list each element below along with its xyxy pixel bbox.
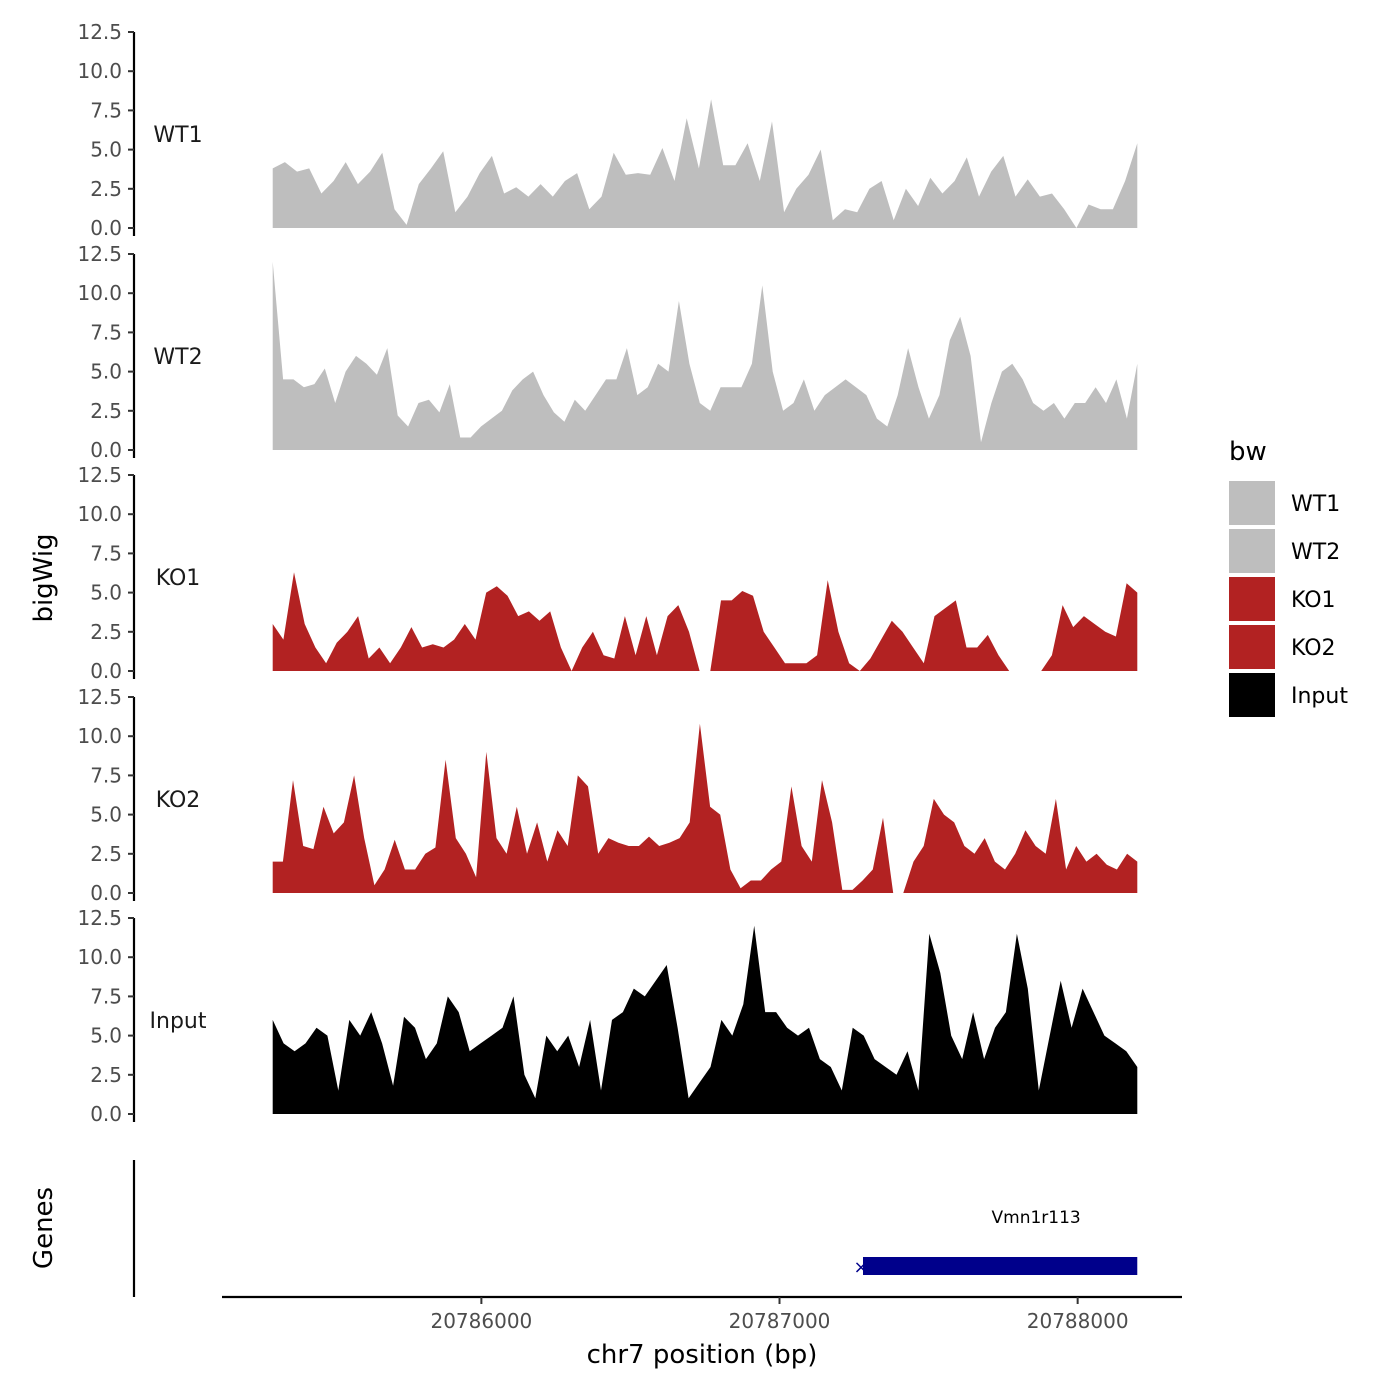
legend-label-wt1: WT1 [1291,492,1340,517]
y-tick-label: 5.0 [90,581,122,605]
y-tick-label: 10.0 [77,59,122,83]
coverage-area-ko2 [272,723,1138,893]
x-axis-title: chr7 position (bp) [587,1340,818,1370]
y-tick-label: 2.5 [90,842,122,866]
gene-strand-marker: × [853,1257,868,1278]
track-label-ko1: KO1 [156,566,201,591]
y-tick-label: 12.5 [77,20,122,44]
y-axis-title: bigWig [29,533,59,622]
y-tick-label: 0.0 [90,659,122,683]
y-tick-label: 12.5 [77,685,122,709]
legend-label-input: Input [1291,684,1348,709]
y-tick-label: 12.5 [77,906,122,930]
coverage-tracks: 0.0 2.5 5.0 7.5 10.0 12.5 WT1 0.0 2.5 5.0 7.5 10.0 1… [77,20,1138,1126]
y-tick-label: 5.0 [90,138,122,162]
y-tick-label: 0.0 [90,438,122,462]
y-tick-label: 0.0 [90,1102,122,1126]
coverage-area-wt2 [272,261,1138,450]
genes-axis-title: Genes [29,1187,59,1269]
track-label-wt1: WT1 [153,123,202,148]
y-tick-label: 12.5 [77,242,122,266]
x-tick-label: 20787000 [729,1309,831,1333]
legend: bw WT1 WT2 KO1 KO2 Input [1229,437,1348,717]
legend-key-wt1 [1229,481,1275,525]
x-axis: 20786000 20787000 20788000 [222,1295,1182,1333]
track-label-ko2: KO2 [156,788,201,813]
coverage-area-ko1 [272,572,1138,671]
y-tick-label: 10.0 [77,502,122,526]
y-tick-label: 2.5 [90,620,122,644]
x-tick-label: 20786000 [430,1309,532,1333]
y-tick-label: 7.5 [90,763,122,787]
track-input: 0.0 2.5 5.0 7.5 10.0 12.5 Input [77,906,1138,1126]
y-tick-label: 5.0 [90,803,122,827]
track-wt2: 0.0 2.5 5.0 7.5 10.0 12.5 WT2 [77,242,1138,462]
x-tick-label: 20788000 [1027,1309,1129,1333]
legend-title: bw [1229,437,1267,467]
track-label-wt2: WT2 [153,345,202,370]
coverage-area-input [272,925,1138,1114]
track-ko1: 0.0 2.5 5.0 7.5 10.0 12.5 KO1 [77,463,1138,683]
y-tick-label: 7.5 [90,98,122,122]
legend-key-ko2 [1229,625,1275,669]
y-tick-label: 10.0 [77,724,122,748]
track-label-input: Input [150,1009,207,1034]
y-tick-label: 7.5 [90,984,122,1008]
track-ko2: 0.0 2.5 5.0 7.5 10.0 12.5 KO2 [77,685,1138,905]
legend-label-ko1: KO1 [1291,588,1336,613]
y-tick-label: 2.5 [90,1063,122,1087]
y-tick-label: 12.5 [77,463,122,487]
y-tick-label: 2.5 [90,177,122,201]
legend-key-wt2 [1229,529,1275,573]
gene-label: Vmn1r113 [992,1208,1081,1228]
y-tick-label: 7.5 [90,541,122,565]
genes-panel: × Vmn1r113 [132,1160,1138,1297]
y-tick-label: 5.0 [90,360,122,384]
legend-key-input [1229,673,1275,717]
legend-label-wt2: WT2 [1291,540,1340,565]
track-wt1: 0.0 2.5 5.0 7.5 10.0 12.5 WT1 [77,20,1138,240]
coverage-area-wt1 [272,99,1138,229]
y-tick-label: 10.0 [77,281,122,305]
y-tick-label: 7.5 [90,320,122,344]
y-tick-label: 2.5 [90,399,122,423]
legend-label-ko2: KO2 [1291,636,1336,661]
legend-key-ko1 [1229,577,1275,621]
y-tick-label: 10.0 [77,945,122,969]
gene-body-vmn1r113 [862,1257,1138,1275]
y-tick-label: 0.0 [90,216,122,240]
y-tick-label: 5.0 [90,1024,122,1048]
y-tick-label: 0.0 [90,881,122,905]
